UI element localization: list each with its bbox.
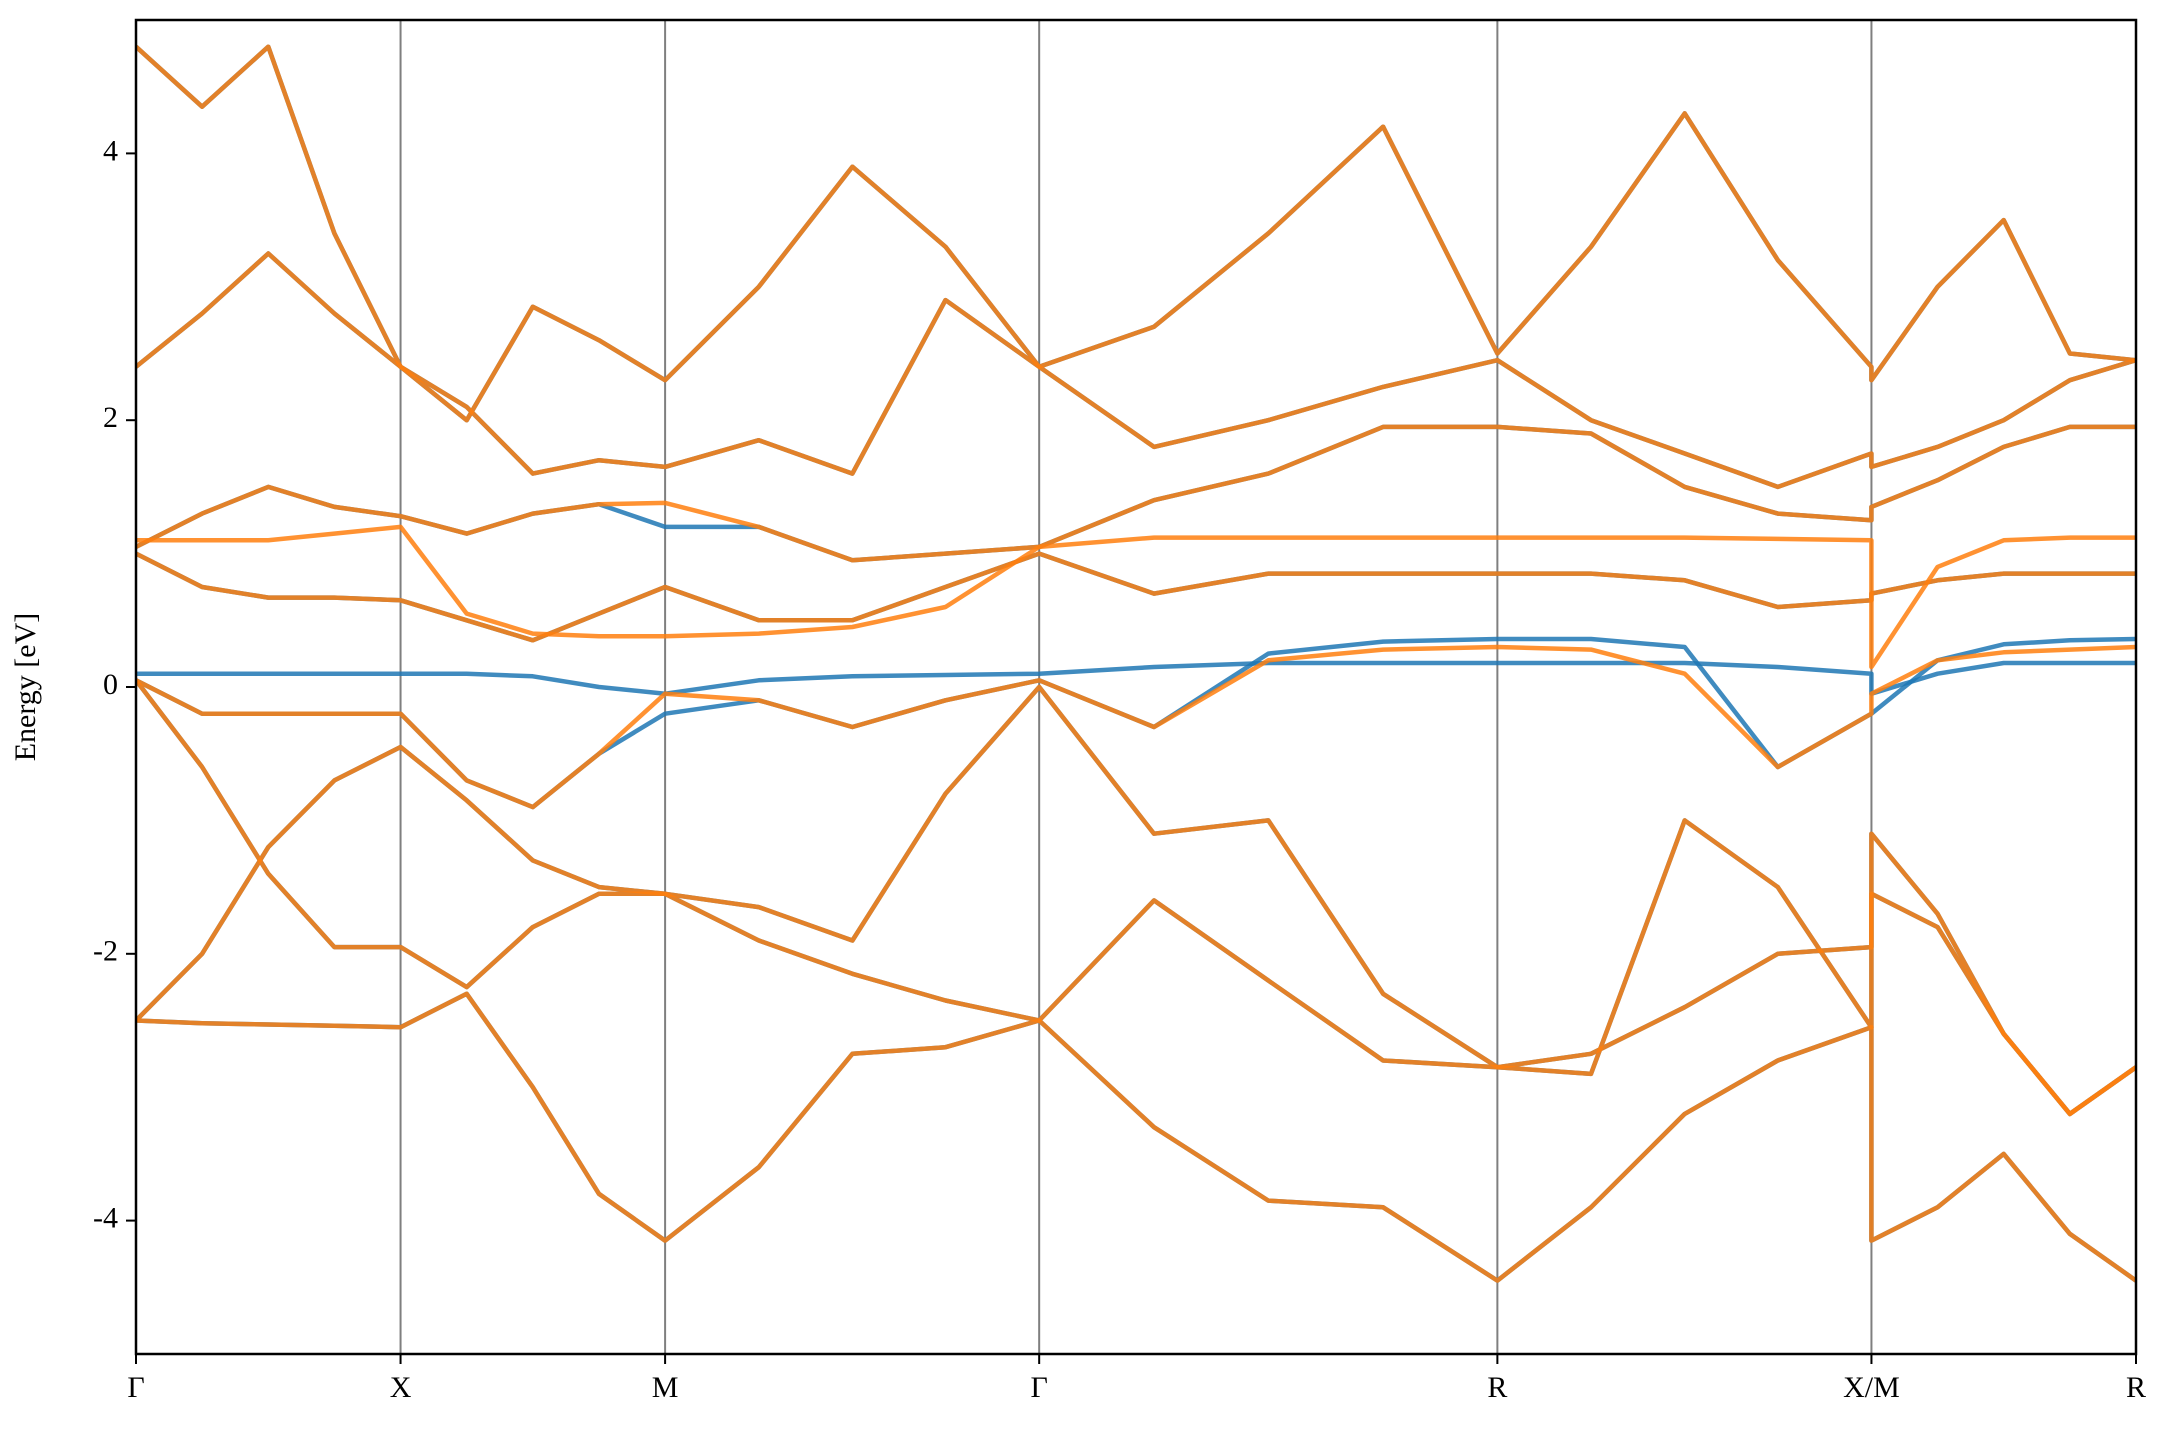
y-tick-label: 0	[103, 668, 118, 701]
band-line	[136, 44, 2136, 423]
x-tick-label: M	[652, 1371, 679, 1404]
band-line	[136, 424, 2136, 563]
axes: Γ X M Γ R X/M R -4 -2 0 2 4	[93, 134, 2146, 1404]
band-line	[136, 991, 2136, 1283]
band-line	[136, 524, 2136, 670]
band-line	[136, 644, 2136, 810]
y-tick-label: 2	[103, 401, 118, 434]
plot-frame	[134, 18, 2138, 1356]
band-line	[136, 744, 2136, 1117]
x-tick-label: X	[390, 1371, 412, 1404]
band-line	[136, 660, 2136, 696]
grid	[135, 20, 2137, 1354]
band-line	[136, 44, 2136, 423]
x-tick-label: R	[2126, 1371, 2146, 1404]
y-axis-label: Energy [eV]	[9, 613, 42, 762]
band-line	[136, 636, 2136, 810]
y-tick-label: 4	[103, 134, 118, 167]
x-tick-label: X/M	[1843, 1371, 1900, 1404]
x-tick-label: R	[1487, 1371, 1507, 1404]
bands	[136, 44, 2136, 1283]
x-tick-label: Γ	[1031, 1371, 1048, 1404]
band-line	[136, 991, 2136, 1283]
band-line	[136, 551, 2136, 643]
band-line	[136, 251, 2136, 490]
y-tick-label: -2	[93, 935, 118, 968]
band-line	[136, 678, 2136, 1117]
band-line	[136, 251, 2136, 490]
band-line	[136, 678, 2136, 1117]
y-tick-label: -4	[93, 1201, 118, 1234]
band-line	[136, 744, 2136, 1117]
x-tick-label: Γ	[127, 1371, 144, 1404]
band-line	[136, 551, 2136, 643]
